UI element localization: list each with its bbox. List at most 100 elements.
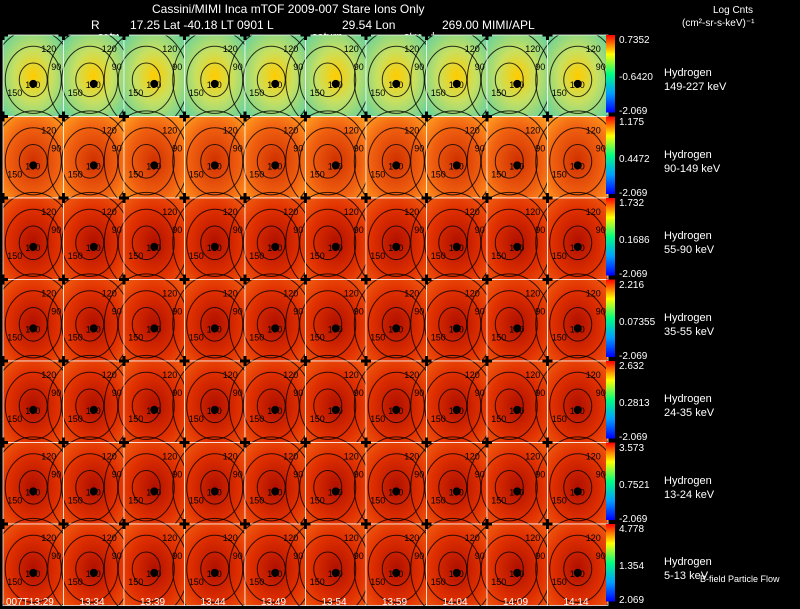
contour-label: 180 — [86, 487, 101, 497]
contour-label: 120 — [525, 44, 540, 54]
color-scale-bar — [606, 524, 615, 602]
contour-label: 120 — [41, 125, 56, 135]
contour-label: 120 — [283, 451, 298, 461]
contour-label: 120 — [344, 44, 359, 54]
contour-label: 180 — [449, 243, 464, 253]
contour-label: 90 — [475, 143, 485, 153]
color-scale-bar — [606, 198, 615, 276]
contour-label: 120 — [525, 370, 540, 380]
contour-label: 90 — [112, 551, 122, 561]
contour-label: 90 — [535, 62, 545, 72]
contour-label: 90 — [475, 388, 485, 398]
contour-label: 150 — [370, 414, 385, 424]
contour-label: 150 — [7, 414, 22, 424]
contour-label: 90 — [233, 225, 243, 235]
energy-range-label: 35-55 keV — [664, 325, 715, 338]
mimi-apl-label: 269.00 MIMI/APL — [442, 18, 535, 32]
spectrogram-cell: 180 90 150 120 — [47, 191, 133, 294]
contour-label: 90 — [475, 225, 485, 235]
spectrogram-cell: 180 90 150 120 — [410, 191, 496, 294]
time-tick-label: 13:54 — [321, 597, 347, 608]
contour-label: 180 — [449, 80, 464, 90]
contour-label: 180 — [267, 406, 282, 416]
contour-label: 120 — [586, 125, 601, 135]
scale-max-value: 2.216 — [619, 279, 645, 291]
contour-label: 90 — [51, 551, 61, 561]
species-label: Hydrogen — [664, 67, 712, 79]
scale-mid-value: 0.07355 — [619, 316, 656, 328]
contour-label: 150 — [491, 577, 506, 587]
contour-label: 180 — [509, 569, 524, 579]
spectrogram-cell: 180 90 150 120 — [172, 517, 258, 609]
contour-label: 150 — [128, 88, 143, 98]
color-scale-bar — [606, 361, 615, 439]
contour-label: 180 — [86, 161, 101, 171]
contour-label: 120 — [102, 370, 117, 380]
contour-label: 120 — [344, 370, 359, 380]
contour-label: 180 — [570, 80, 585, 90]
contour-label: 90 — [535, 388, 545, 398]
contour-label: 180 — [25, 324, 40, 334]
contour-label: 150 — [310, 88, 325, 98]
contour-label: 180 — [509, 406, 524, 416]
contour-label: 90 — [596, 551, 606, 561]
spectrogram-cell: 180 90 150 120 — [103, 110, 189, 213]
contour-label: 90 — [112, 62, 122, 72]
species-label: Hydrogen — [664, 311, 712, 324]
scale-min-value: -2.069 — [619, 432, 648, 443]
contour-label: 120 — [404, 125, 419, 135]
contour-label: 120 — [162, 533, 177, 543]
contour-label: 180 — [509, 80, 524, 90]
contour-label: 150 — [491, 414, 506, 424]
contour-label: 150 — [128, 577, 143, 587]
contour-label: 150 — [7, 495, 22, 505]
contour-label: 120 — [162, 288, 177, 298]
contour-label: 90 — [172, 388, 182, 398]
contour-label: 180 — [328, 243, 343, 253]
contour-label: 180 — [86, 406, 101, 416]
contour-label: 90 — [293, 143, 303, 153]
contour-label: 90 — [233, 388, 243, 398]
scale-max-value: 1.732 — [619, 198, 645, 209]
species-label: Hydrogen — [664, 393, 712, 405]
contour-label: 90 — [414, 225, 424, 235]
contour-label: 150 — [552, 577, 567, 587]
species-label: Hydrogen — [664, 474, 712, 487]
contour-label: 90 — [596, 388, 606, 398]
contour-label: 90 — [596, 143, 606, 153]
contour-label: 150 — [370, 332, 385, 342]
contour-label: 150 — [128, 169, 143, 179]
contour-label: 120 — [465, 533, 480, 543]
scale-mid-value: 0.4472 — [619, 153, 650, 165]
contour-label: 120 — [162, 207, 177, 217]
spectrogram-cell: 180 90 150 120 — [410, 436, 496, 539]
spectrogram-cell: 180 90 150 120 — [466, 110, 552, 213]
contour-label: 150 — [189, 495, 204, 505]
spectrogram-cell: 180 90 150 120 — [535, 273, 621, 376]
contour-label: 120 — [465, 207, 480, 217]
footer-note: B-field Particle Flow — [700, 574, 780, 584]
contour-label: 180 — [570, 487, 585, 497]
contour-label: 150 — [552, 251, 567, 261]
contour-label: 180 — [449, 487, 464, 497]
contour-label: 180 — [86, 80, 101, 90]
scale-min-value: 2.069 — [619, 595, 645, 606]
contour-label: 150 — [310, 414, 325, 424]
spectrogram-cell: 180 90 150 120 — [353, 191, 439, 294]
contour-label: 120 — [102, 44, 117, 54]
contour-label: 180 — [449, 569, 464, 579]
spectrogram-cell: 180 90 150 120 — [353, 354, 439, 457]
contour-label: 90 — [112, 306, 122, 316]
contour-label: 150 — [68, 88, 83, 98]
scale-min-value: -2.069 — [619, 106, 648, 117]
contour-label: 150 — [431, 251, 446, 261]
contour-label: 90 — [233, 469, 243, 479]
contour-label: 150 — [491, 495, 506, 505]
contour-label: 180 — [328, 569, 343, 579]
contour-label: 180 — [267, 569, 282, 579]
contour-label: 150 — [189, 251, 204, 261]
contour-label: 90 — [414, 143, 424, 153]
scale-mid-value: 0.1686 — [619, 235, 650, 246]
contour-label: 180 — [146, 324, 161, 334]
contour-label: 90 — [172, 143, 182, 153]
